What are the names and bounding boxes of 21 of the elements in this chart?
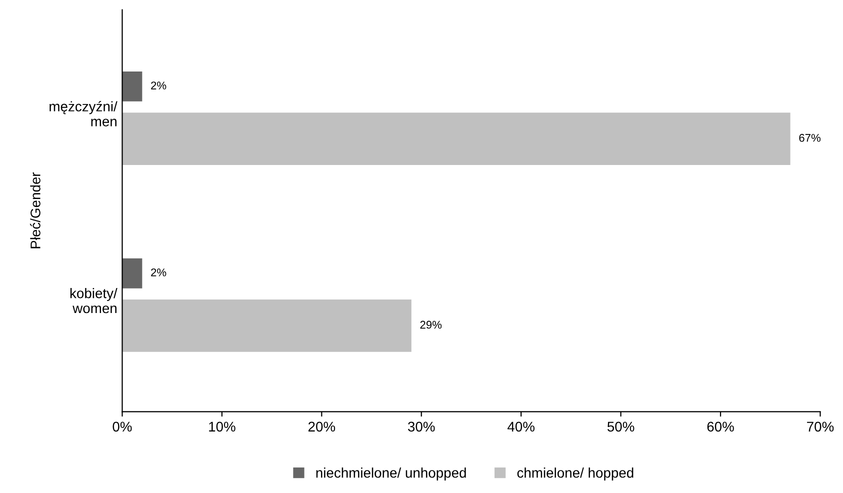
bar bbox=[122, 112, 790, 165]
bar bbox=[122, 72, 142, 102]
x-tick-label: 40% bbox=[508, 422, 534, 432]
data-label: 29% bbox=[420, 320, 442, 329]
bar bbox=[122, 300, 412, 352]
bar bbox=[122, 258, 142, 288]
data-label: 2% bbox=[151, 82, 166, 90]
x-tick-label: 60% bbox=[707, 422, 734, 432]
x-tick-label: 50% bbox=[607, 422, 634, 432]
x-tick-label: 70% bbox=[807, 422, 834, 432]
y-tick-label: mężczyźni/ men bbox=[50, 101, 118, 126]
legend-label: niechmielone/ unhopped bbox=[316, 468, 466, 480]
y-tick-label: kobiety/ women bbox=[70, 288, 118, 314]
y-axis-title: Płeć/Gender bbox=[30, 172, 40, 248]
legend-label: chmielone/ hopped bbox=[517, 468, 634, 480]
x-tick-label: 0% bbox=[112, 422, 132, 432]
x-tick-label: 20% bbox=[308, 422, 336, 432]
x-tick-label: 30% bbox=[408, 422, 435, 432]
data-label: 67% bbox=[799, 134, 820, 142]
x-tick-label: 10% bbox=[209, 422, 236, 432]
data-label: 2% bbox=[151, 268, 166, 276]
